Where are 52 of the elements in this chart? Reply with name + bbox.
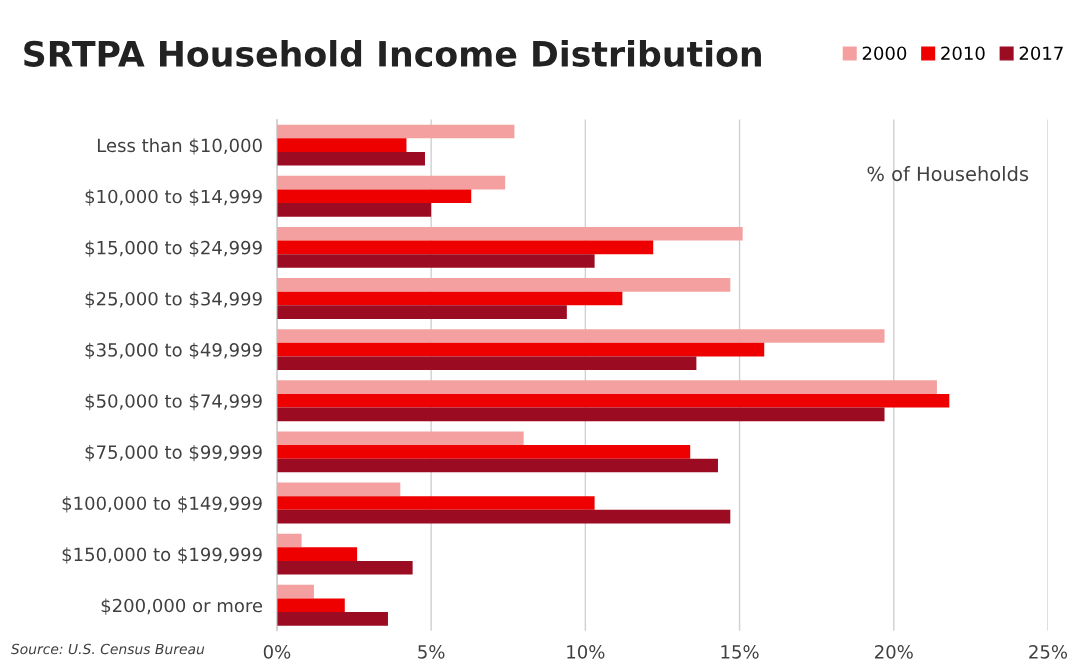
bar	[276, 305, 567, 319]
bar	[276, 380, 937, 394]
bar	[276, 138, 407, 152]
y-tick-label: $200,000 or more	[101, 598, 263, 615]
bar	[276, 278, 731, 292]
y-tick-label: $50,000 to $74,999	[85, 393, 262, 411]
bar	[276, 547, 358, 561]
bar	[276, 329, 885, 343]
y-tick-label: Less than $10,000	[97, 138, 262, 155]
legend-label: 2017	[1019, 46, 1063, 61]
bar	[276, 203, 432, 217]
source-note: Source: U.S. Census Bureau	[10, 643, 205, 655]
bar	[276, 393, 950, 408]
bar	[276, 598, 345, 613]
y-tick-label: $15,000 to $24,999	[85, 240, 262, 257]
y-tick-label: $100,000 to $149,999	[62, 496, 262, 513]
y-tick-label: $150,000 to $199,999	[62, 547, 262, 564]
x-tick-label: 20%	[875, 645, 913, 659]
bar	[276, 496, 595, 510]
bar	[276, 612, 388, 626]
bar	[276, 407, 885, 422]
bar	[276, 445, 691, 459]
bar	[276, 175, 506, 190]
y-tick-label: $35,000 to $49,999	[85, 342, 262, 360]
bar	[276, 482, 401, 497]
x-tick-label: 5%	[418, 645, 445, 659]
bar	[276, 226, 743, 241]
bar	[276, 560, 413, 575]
x-tick-label: 25%	[1029, 645, 1068, 659]
bar	[276, 431, 524, 446]
bar	[276, 458, 718, 473]
bar	[276, 151, 425, 166]
bar	[276, 533, 302, 548]
x-tick-label: 0%	[263, 645, 291, 659]
x-tick-label: 10%	[567, 645, 605, 659]
bar	[276, 356, 697, 371]
bar	[276, 189, 472, 204]
annotation: % of Households	[867, 166, 1029, 182]
y-tick-label: $25,000 to $34,999	[85, 291, 262, 308]
legend-label: 2010	[941, 46, 985, 61]
bar	[276, 240, 654, 255]
bar	[276, 342, 765, 357]
bar	[276, 584, 314, 599]
chart-title: SRTPA Household Income Distribution	[24, 40, 761, 67]
bar	[276, 254, 595, 268]
x-tick-label: 15%	[721, 645, 759, 659]
bar	[276, 124, 515, 139]
y-tick-label: $10,000 to $14,999	[85, 189, 262, 206]
legend-label: 2000	[862, 46, 907, 61]
y-tick-label: $75,000 to $99,999	[85, 444, 262, 462]
bar	[276, 509, 731, 524]
bar	[276, 291, 623, 306]
